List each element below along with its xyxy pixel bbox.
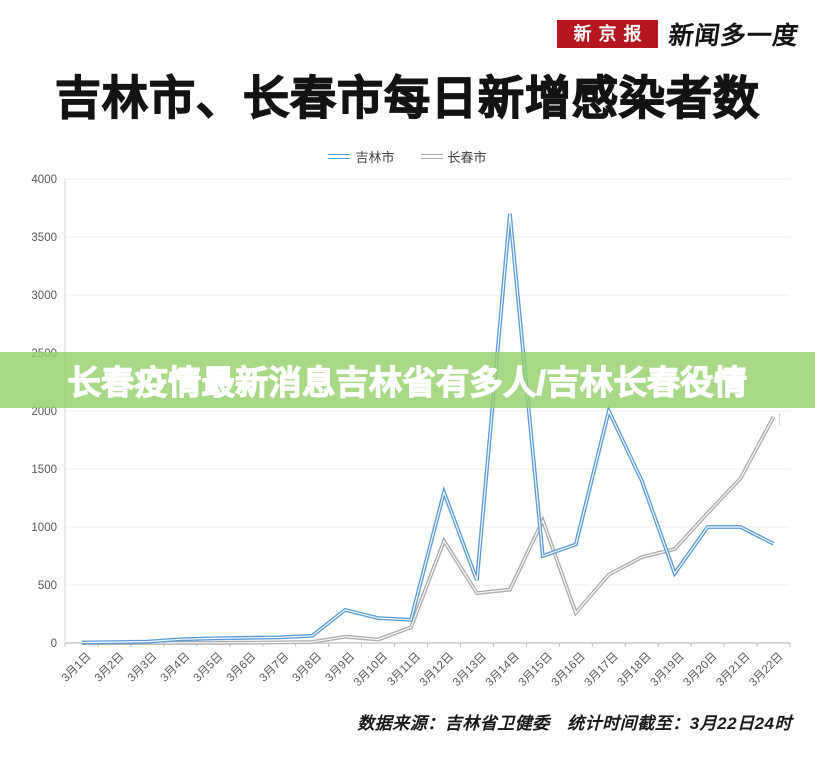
seo-overlay-banner: 长春疫情最新消息吉林省有多人/吉林长春役情 xyxy=(0,352,815,408)
x-axis-tick-label: 3月3日 xyxy=(126,651,160,685)
x-axis-tick-label: 3月21日 xyxy=(714,651,752,689)
y-axis-tick-label: 1500 xyxy=(31,464,57,476)
x-axis-tick-label: 3月7日 xyxy=(258,651,292,685)
legend-label: 吉林市 xyxy=(355,150,395,165)
legend-line-sample xyxy=(328,154,351,159)
series-line-highlight-长春市 xyxy=(81,416,775,644)
y-axis-tick-label: 500 xyxy=(38,580,57,592)
x-axis-tick-label: 3月4日 xyxy=(159,651,193,685)
publisher-logo: 新京报 新闻多一度 xyxy=(556,16,801,52)
logo-tagline: 新闻多一度 xyxy=(666,22,801,50)
series-line-长春市 xyxy=(81,415,776,645)
y-axis-tick-label: 0 xyxy=(51,638,57,650)
x-axis-tick-label: 3月19日 xyxy=(648,651,686,689)
chart-legend: 吉林市 长春市 xyxy=(0,147,815,166)
x-axis-tick-label: 3月11日 xyxy=(385,651,423,689)
legend-line-sample xyxy=(420,154,443,159)
y-axis-tick-label: 3500 xyxy=(31,232,57,244)
x-axis-tick-label: 3月22日 xyxy=(747,651,785,689)
x-axis-tick-label: 3月20日 xyxy=(681,651,719,689)
overlay-banner-text: 长春疫情最新消息吉林省有多人/吉林长春役情 xyxy=(67,363,748,401)
x-axis-tick-label: 3月12日 xyxy=(418,651,456,689)
page-title: 吉林市、长春市每日新增感染者数 xyxy=(54,71,760,124)
x-axis-tick-label: 3月13日 xyxy=(451,651,489,689)
x-axis-tick-label: 3月18日 xyxy=(616,651,654,689)
x-axis-tick-label: 3月8日 xyxy=(290,651,324,685)
beijing-news-logo-badge: 新京报 xyxy=(556,20,658,48)
legend-label: 长春市 xyxy=(447,150,487,165)
x-axis-tick-label: 3月6日 xyxy=(225,651,259,685)
x-axis-tick-label: 3月10日 xyxy=(352,651,390,689)
x-axis-tick-label: 3月2日 xyxy=(93,651,127,685)
y-axis-tick-label: 4000 xyxy=(31,174,57,186)
x-axis-tick-label: 3月1日 xyxy=(60,651,94,685)
x-axis-tick-label: 3月16日 xyxy=(550,651,588,689)
x-axis-tick-label: 3月5日 xyxy=(192,651,226,685)
legend-item-长春市: 长春市 xyxy=(420,147,487,166)
x-axis-tick-label: 3月15日 xyxy=(517,651,555,689)
y-axis-tick-label: 3000 xyxy=(31,290,57,302)
x-axis-tick-label: 3月17日 xyxy=(583,651,621,689)
legend-item-吉林市: 吉林市 xyxy=(328,147,395,166)
series-line-吉林市 xyxy=(81,213,775,645)
series-line-highlight-吉林市 xyxy=(81,213,774,644)
x-axis-tick-label: 3月14日 xyxy=(484,651,522,689)
y-axis-tick-label: 1000 xyxy=(31,522,57,534)
data-source-note: 数据来源：吉林省卫健委 统计时间截至：3月22日24时 xyxy=(357,714,792,733)
y-axis-tick-label: 2000 xyxy=(31,406,57,418)
stray-bracket-mark: [ xyxy=(778,411,782,425)
